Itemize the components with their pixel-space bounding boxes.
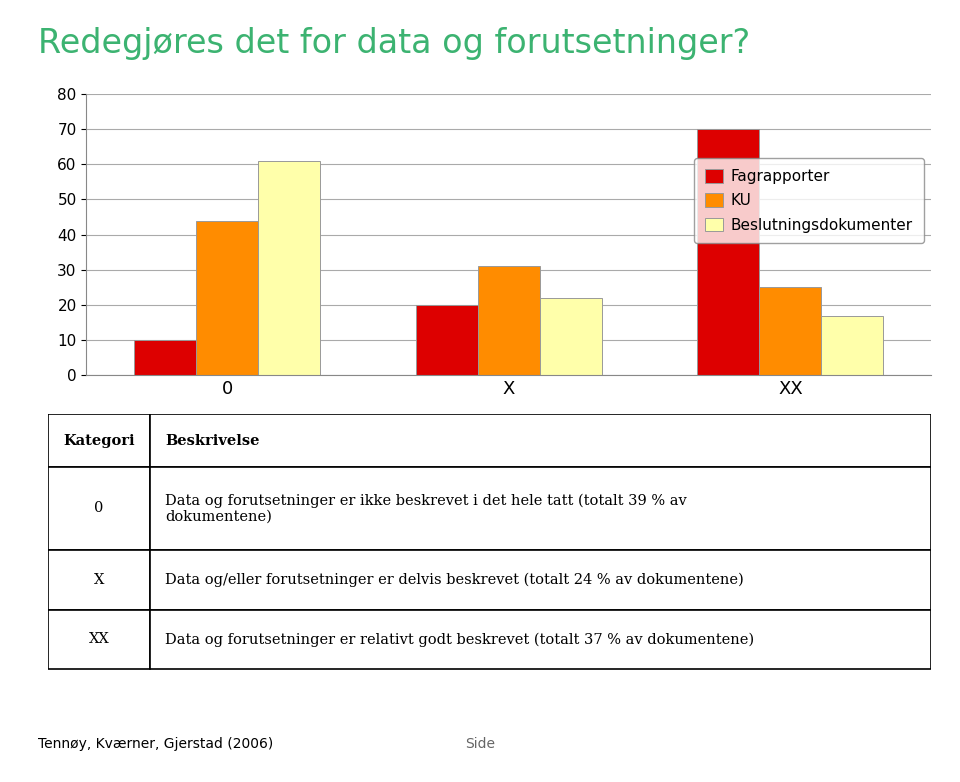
Bar — [48, 610, 150, 669]
Text: Data og forutsetninger er ikke beskrevet i det hele tatt (totalt 39 % av
dokumen: Data og forutsetninger er ikke beskrevet… — [165, 493, 687, 524]
Bar — [540, 298, 602, 375]
Text: Tennøy, Kværner, Gjerstad (2006): Tennøy, Kværner, Gjerstad (2006) — [38, 737, 274, 751]
Text: Side: Side — [465, 737, 495, 751]
Bar — [150, 610, 931, 669]
Text: Data og/eller forutsetninger er delvis beskrevet (totalt 24 % av dokumentene): Data og/eller forutsetninger er delvis b… — [165, 573, 744, 587]
Bar — [150, 467, 931, 551]
Bar — [134, 340, 196, 375]
Legend: Fagrapporter, KU, Beslutningsdokumenter: Fagrapporter, KU, Beslutningsdokumenter — [694, 158, 924, 243]
Text: X: X — [93, 573, 104, 587]
Bar — [48, 551, 150, 610]
Bar — [150, 414, 931, 467]
Bar — [48, 414, 150, 467]
Text: Redegjøres det for data og forutsetninger?: Redegjøres det for data og forutsetninge… — [38, 27, 751, 60]
Bar — [258, 161, 320, 375]
Text: 0: 0 — [94, 501, 104, 515]
Bar — [478, 266, 540, 375]
Text: Kategori: Kategori — [63, 433, 134, 447]
Bar — [698, 129, 759, 375]
Bar — [416, 305, 478, 375]
Bar — [150, 551, 931, 610]
Bar — [48, 467, 150, 551]
Bar — [822, 315, 883, 375]
Text: Data og forutsetninger er relativt godt beskrevet (totalt 37 % av dokumentene): Data og forutsetninger er relativt godt … — [165, 632, 755, 647]
Text: Beskrivelse: Beskrivelse — [165, 433, 260, 447]
Bar — [759, 287, 822, 375]
Bar — [196, 221, 258, 375]
Text: XX: XX — [88, 633, 109, 647]
